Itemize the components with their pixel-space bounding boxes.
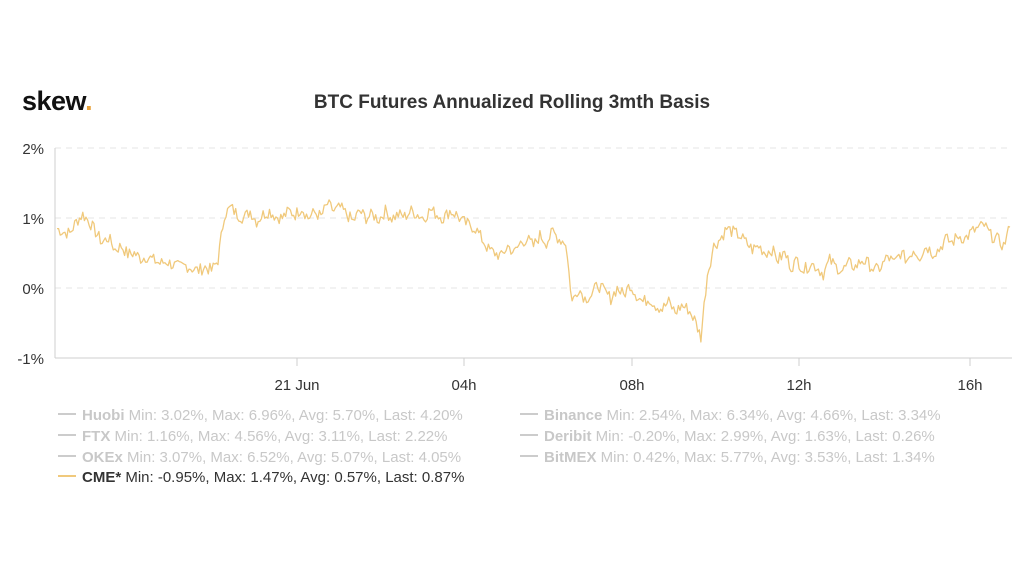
x-tick-label: 08h — [619, 377, 644, 394]
grid-layer — [55, 147, 1012, 359]
logo-text: skew — [22, 86, 86, 116]
y-tick-label: -1% — [17, 351, 44, 368]
legend-series-name: CME* — [82, 469, 122, 486]
chart-title: BTC Futures Annualized Rolling 3mth Basi… — [313, 92, 711, 113]
y-tick-label: 2% — [22, 141, 44, 158]
legend-series-stats: Min: 0.42%, Max: 5.77%, Avg: 3.53%, Last… — [596, 449, 935, 466]
y-tick-label: 1% — [22, 211, 44, 228]
legend-swatch — [58, 413, 76, 416]
legend-series-name: OKEx — [82, 449, 123, 466]
legend-series-name: Huobi — [82, 407, 125, 424]
x-tick-label: 21 Jun — [274, 377, 319, 394]
legend-series-name: Deribit — [544, 428, 592, 445]
legend-item-binance[interactable]: Binance Min: 2.54%, Max: 6.34%, Avg: 4.6… — [520, 407, 941, 424]
legend-item-bitmex[interactable]: BitMEX Min: 0.42%, Max: 5.77%, Avg: 3.53… — [520, 449, 935, 466]
legend-item-okex[interactable]: OKEx Min: 3.07%, Max: 6.52%, Avg: 5.07%,… — [58, 449, 461, 466]
legend-series-stats: Min: 3.02%, Max: 6.96%, Avg: 5.70%, Last… — [124, 407, 463, 424]
legend-series-stats: Min: 3.07%, Max: 6.52%, Avg: 5.07%, Last… — [122, 449, 462, 466]
y-tick-label: 0% — [22, 281, 44, 298]
legend-swatch — [58, 434, 76, 437]
x-tick-label: 04h — [451, 377, 476, 394]
legend-series-name: Binance — [544, 407, 603, 424]
legend-series-name: FTX — [82, 428, 111, 445]
legend-item-huobi[interactable]: Huobi Min: 3.02%, Max: 6.96%, Avg: 5.70%… — [58, 407, 463, 424]
axis-layer: 2% 1% 0% -1% 21 Jun 04h 08h 12h 16h — [17, 141, 1012, 394]
legend-item-ftx[interactable]: FTX Min: 1.16%, Max: 4.56%, Avg: 3.11%, … — [58, 428, 447, 445]
legend-swatch — [58, 455, 76, 458]
series-layer — [57, 199, 1011, 343]
logo-dot: . — [85, 86, 93, 116]
legend-series-stats: Min: -0.95%, Max: 1.47%, Avg: 0.57%, Las… — [121, 469, 465, 486]
legend-swatch — [520, 455, 538, 458]
chart-plot: 2% 1% 0% -1% 21 Jun 04h 08h 12h 16h — [17, 141, 1012, 394]
series-line-cme — [57, 199, 1011, 343]
legend-swatch — [520, 434, 538, 437]
legend-swatch — [520, 413, 538, 416]
legend-series-stats: Min: -0.20%, Max: 2.99%, Avg: 1.63%, Las… — [591, 428, 935, 445]
legend-item-deribit[interactable]: Deribit Min: -0.20%, Max: 2.99%, Avg: 1.… — [520, 428, 935, 445]
legend-series-stats: Min: 1.16%, Max: 4.56%, Avg: 3.11%, Last… — [110, 428, 448, 445]
legend-series-stats: Min: 2.54%, Max: 6.34%, Avg: 4.66%, Last… — [602, 407, 941, 424]
x-tick-label: 16h — [957, 377, 982, 394]
skew-logo: skew. — [22, 86, 93, 117]
legend-series-name: BitMEX — [544, 449, 597, 466]
legend-swatch — [58, 475, 76, 478]
x-tick-label: 12h — [786, 377, 811, 394]
legend-item-cme[interactable]: CME* Min: -0.95%, Max: 1.47%, Avg: 0.57%… — [58, 469, 464, 486]
